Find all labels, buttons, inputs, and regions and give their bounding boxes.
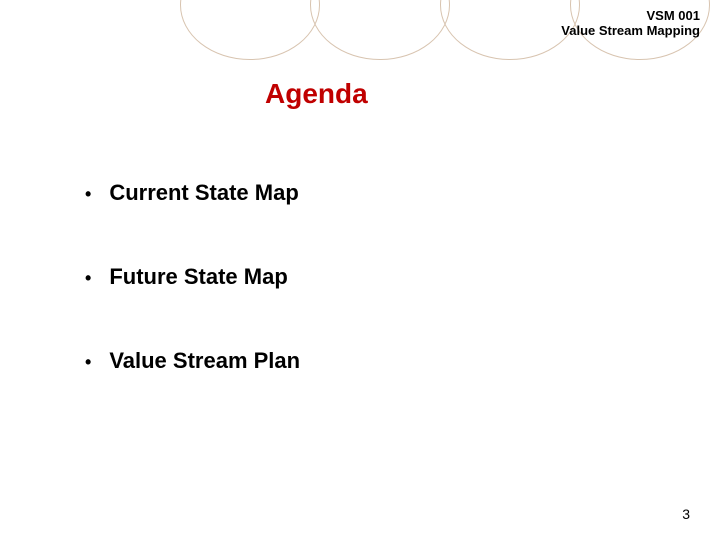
list-item: • Future State Map bbox=[85, 264, 300, 290]
page-number: 3 bbox=[682, 506, 690, 522]
header-subtitle: Value Stream Mapping bbox=[561, 23, 700, 38]
header-code: VSM 001 bbox=[561, 8, 700, 23]
bullet-label: Value Stream Plan bbox=[109, 348, 300, 374]
bullet-list: • Current State Map • Future State Map •… bbox=[85, 180, 300, 432]
decorative-circle bbox=[180, 0, 320, 60]
bullet-label: Future State Map bbox=[109, 264, 287, 290]
bullet-icon: • bbox=[85, 352, 91, 373]
list-item: • Current State Map bbox=[85, 180, 300, 206]
decorative-circle bbox=[440, 0, 580, 60]
list-item: • Value Stream Plan bbox=[85, 348, 300, 374]
bullet-icon: • bbox=[85, 268, 91, 289]
bullet-icon: • bbox=[85, 184, 91, 205]
decorative-circle bbox=[310, 0, 450, 60]
slide-title: Agenda bbox=[265, 78, 368, 110]
slide-header: VSM 001 Value Stream Mapping bbox=[561, 8, 700, 38]
bullet-label: Current State Map bbox=[109, 180, 298, 206]
